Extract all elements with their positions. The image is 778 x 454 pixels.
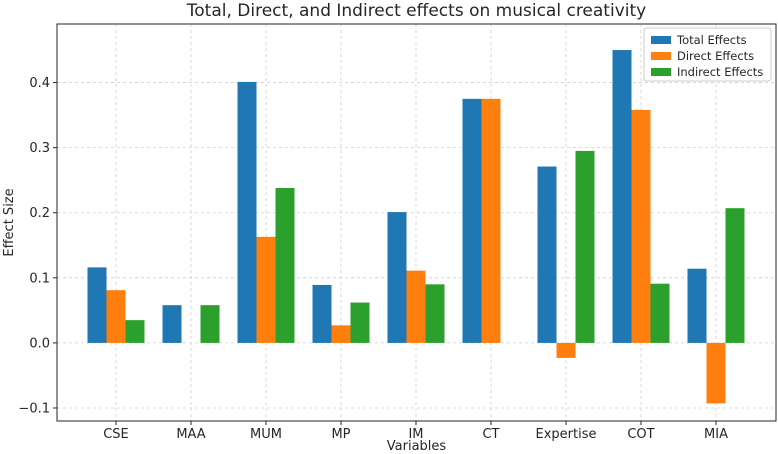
bars — [87, 50, 745, 404]
bar-direct-effects-mum — [256, 236, 276, 343]
axes — [56, 23, 777, 422]
bar-indirect-effects-mp — [350, 302, 370, 343]
bar-indirect-effects-cse — [125, 320, 145, 343]
plot-frame — [56, 23, 777, 422]
x-tick-label: CT — [482, 427, 499, 442]
y-tick-label: 0.3 — [29, 141, 50, 156]
bar-direct-effects-mia — [706, 342, 726, 404]
legend-swatch — [651, 36, 671, 44]
bar-indirect-effects-expertise — [575, 150, 595, 343]
bar-total-effects-cot — [612, 50, 632, 343]
y-tick-label: 0.1 — [29, 271, 50, 286]
bar-indirect-effects-im — [425, 284, 445, 343]
bar-total-effects-mum — [237, 81, 257, 343]
y-tick-label: 0.4 — [29, 76, 50, 91]
x-tick-label: MP — [331, 427, 350, 442]
bar-total-effects-ct — [462, 98, 482, 343]
x-tick-label: MUM — [250, 427, 282, 442]
legend-swatch — [651, 68, 671, 76]
bar-total-effects-im — [387, 212, 407, 343]
bar-total-effects-cse — [87, 267, 107, 343]
bar-direct-effects-ct — [481, 98, 501, 343]
bar-indirect-effects-maa — [200, 305, 220, 343]
x-tick-label: CSE — [103, 427, 129, 442]
x-tick-label: Expertise — [536, 427, 597, 442]
bar-total-effects-expertise — [537, 166, 557, 343]
bar-indirect-effects-mum — [275, 188, 295, 343]
x-tick-label: MIA — [704, 427, 728, 442]
legend-label: Indirect Effects — [677, 65, 763, 79]
y-tick-label: 0.0 — [29, 336, 50, 351]
bar-total-effects-maa — [162, 305, 182, 343]
bar-total-effects-mp — [312, 284, 332, 343]
bar-direct-effects-cse — [106, 290, 126, 343]
legend-label: Direct Effects — [677, 49, 754, 63]
x-tick-label: COT — [627, 427, 654, 442]
bar-total-effects-mia — [687, 268, 707, 343]
x-tick-label: MAA — [176, 427, 205, 442]
legend-label: Total Effects — [676, 33, 747, 47]
x-axis-title: Variables — [387, 439, 447, 454]
y-tick-label: −0.1 — [18, 401, 50, 416]
bar-indirect-effects-cot — [650, 283, 670, 343]
bar-indirect-effects-mia — [725, 208, 745, 343]
chart-title: Total, Direct, and Indirect effects on m… — [186, 1, 646, 21]
bar-direct-effects-mp — [331, 325, 351, 343]
y-tick-label: 0.2 — [29, 206, 50, 221]
bar-direct-effects-expertise — [556, 342, 576, 358]
bar-direct-effects-cot — [631, 109, 651, 343]
legend-swatch — [651, 52, 671, 60]
tick-labels: −0.1 0.0 0.1 0.2 0.3 0.4 CSE MAA MUM MP IM CT Expert… — [18, 76, 728, 442]
grid-lines — [57, 24, 776, 421]
y-axis-title: Effect Size — [2, 188, 17, 256]
bar-direct-effects-im — [406, 270, 426, 343]
legend-box — [643, 27, 772, 82]
legend: Total Effects Direct Effects Indirect Effe… — [643, 27, 772, 82]
x-tick-label: IM — [408, 427, 423, 442]
